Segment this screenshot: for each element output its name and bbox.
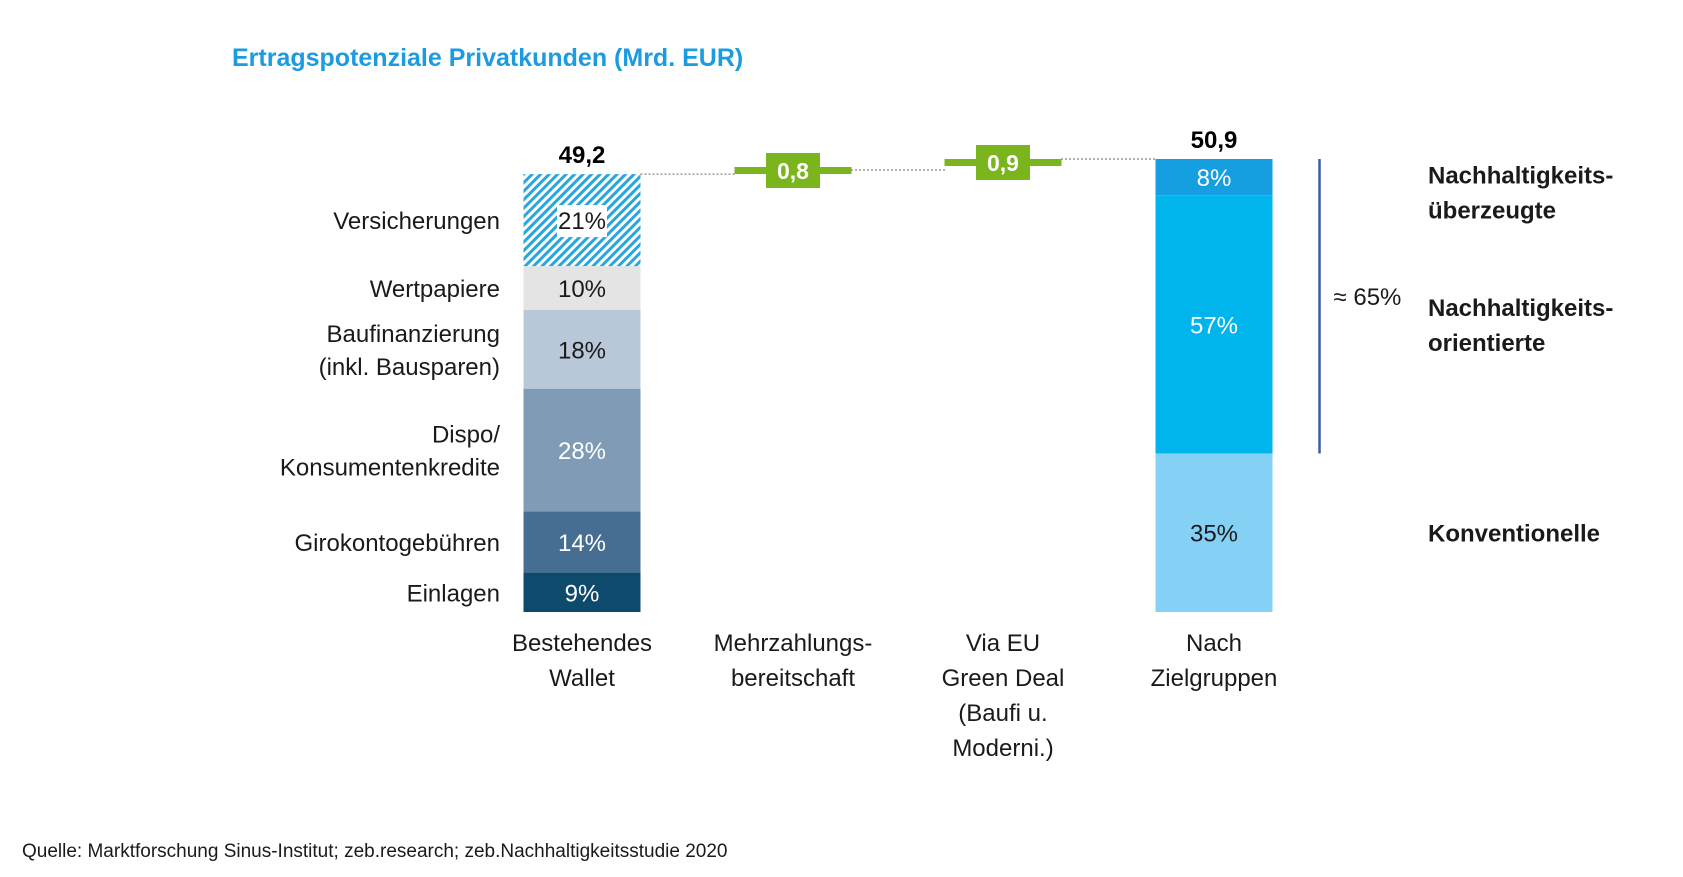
plot-area: Bestehendes Wallet Mehrzahlungs-bereitscha… (280, 127, 1614, 762)
bar-segment (523, 511, 641, 573)
legend-label: Nachhaltigkeits- (1428, 295, 1613, 322)
data-label: 14% (558, 530, 606, 557)
source-note: Quelle: Marktforschung Sinus-Institut; z… (22, 841, 727, 862)
data-label: 35% (1190, 521, 1238, 548)
bar-segment (523, 572, 641, 612)
bar-segment (1155, 195, 1273, 454)
segment-label: Versicherungen (333, 208, 500, 235)
x-axis-label: Zielgruppen (1151, 665, 1278, 692)
bar-segment (523, 309, 641, 389)
chart-title: Ertragspotenziale Privatkunden (Mrd. EUR… (232, 44, 743, 72)
segment-label: Einlagen (407, 580, 500, 607)
segment-label: Baufinanzierung (327, 321, 500, 348)
data-label-box (557, 205, 607, 238)
legend-label: überzeugte (1428, 198, 1556, 225)
segment-label: Dispo/ (432, 421, 500, 448)
x-axis-label: Via EU (966, 630, 1040, 657)
legend-label: Nachhaltigkeits- (1428, 163, 1613, 190)
data-label: 21% (558, 208, 606, 235)
segment-label: Konsumentenkredite (280, 454, 500, 481)
data-label: 18% (558, 337, 606, 364)
total-label: 50,9 (1191, 127, 1238, 154)
total-label: 49,2 (559, 142, 606, 169)
data-label: 9% (565, 580, 600, 607)
segment-label: Girokontogebühren (295, 530, 500, 557)
bar-segment (523, 266, 641, 310)
x-axis-label: (Baufi u. (958, 700, 1047, 727)
data-label: 28% (558, 438, 606, 465)
segment-label: Wertpapiere (370, 276, 500, 303)
segment-label: (inkl. Bausparen) (319, 354, 500, 381)
x-axis-label: Bestehendes (512, 630, 652, 657)
x-axis-label: Mehrzahlungs- (714, 630, 873, 657)
x-axis-label: Green Deal (942, 665, 1065, 692)
legend-label: orientierte (1428, 330, 1545, 357)
data-label: 57% (1190, 312, 1238, 339)
bar-segment (1155, 158, 1273, 196)
x-axis-label: Moderni.) (952, 735, 1053, 762)
bar-segment (523, 388, 641, 512)
x-axis-label: Nach (1186, 630, 1242, 657)
data-label: 8% (1197, 165, 1232, 192)
x-axis-label: Wallet (549, 665, 615, 692)
delta-badge (976, 144, 1030, 180)
delta-label: 0,8 (777, 158, 809, 184)
legend-label: Konventionelle (1428, 521, 1600, 548)
delta-badge (766, 153, 820, 188)
bar-segment (1155, 453, 1273, 612)
bracket-label: ≈ 65% (1334, 284, 1402, 311)
data-label: 10% (558, 276, 606, 303)
x-axis-label: bereitschaft (731, 665, 855, 692)
delta-label: 0,9 (987, 150, 1019, 176)
